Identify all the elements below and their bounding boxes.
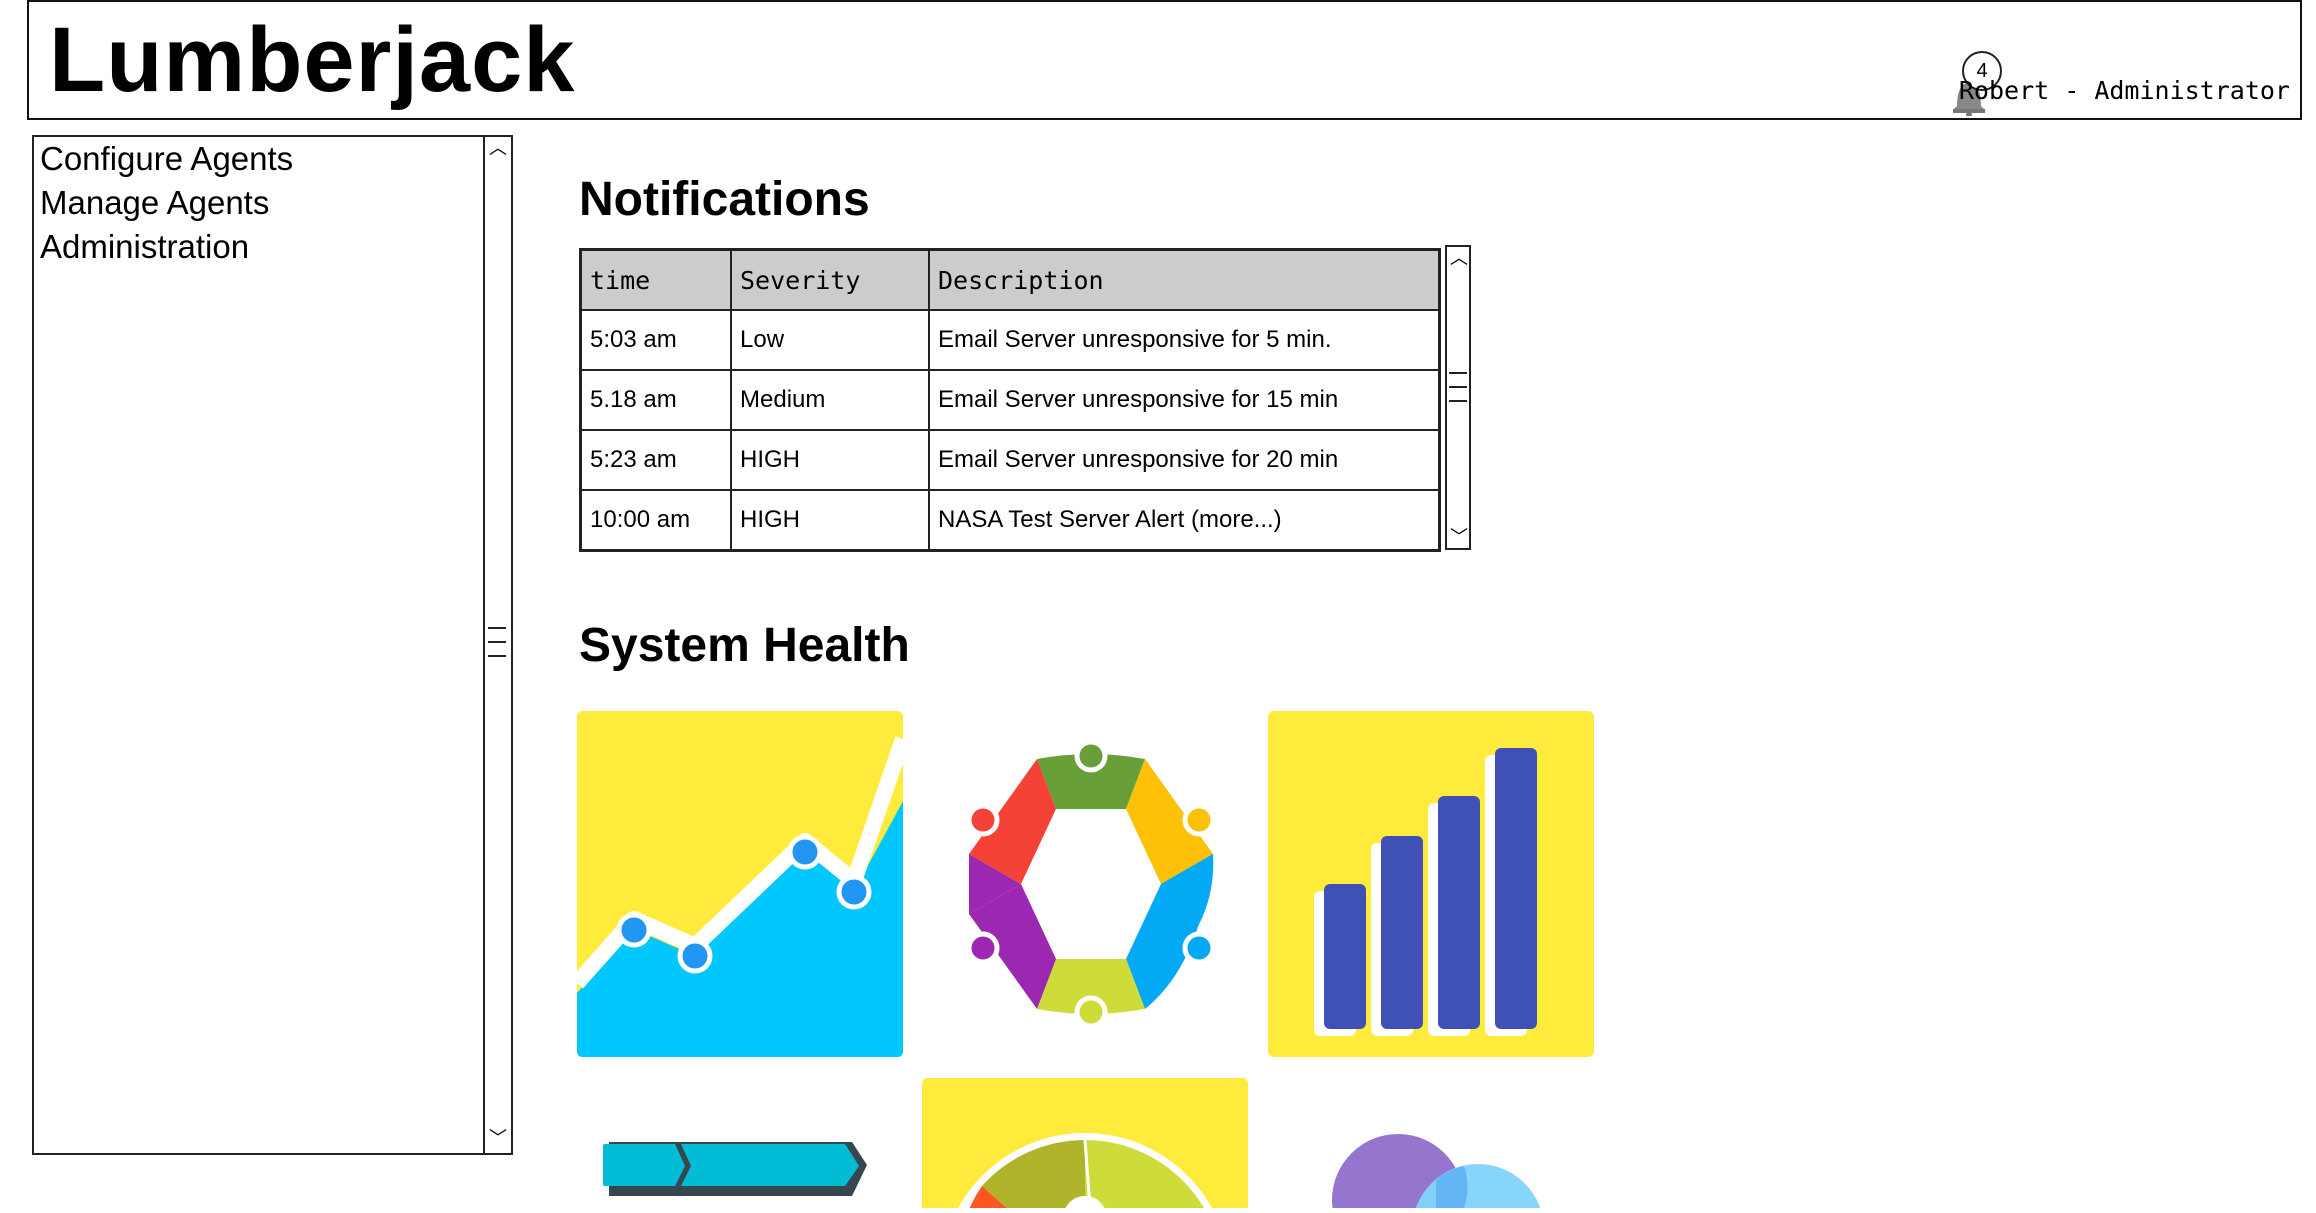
notifications-heading: Notifications	[579, 173, 870, 226]
table-row[interactable]: 5.18 am Medium Email Server unresponsive…	[579, 369, 1441, 431]
cell-time: 10:00 am	[579, 489, 732, 552]
notifications-table-container: time Severity Description 5:03 am Low Em…	[579, 245, 1471, 552]
table-row[interactable]: 5:03 am Low Email Server unresponsive fo…	[579, 309, 1441, 371]
bar-chart-icon	[1268, 711, 1594, 1057]
notifications-table: time Severity Description 5:03 am Low Em…	[579, 248, 1441, 552]
health-tile-progress-banner[interactable]	[577, 1120, 903, 1208]
table-scrollbar[interactable]: ︿ ﹀	[1445, 245, 1471, 550]
area-line-chart-icon	[571, 711, 911, 1057]
scroll-up-arrow-icon[interactable]: ︿	[489, 138, 507, 158]
cell-description: Email Server unresponsive for 20 min	[928, 429, 1441, 491]
sidebar-item-manage-agents[interactable]: Manage Agents	[40, 184, 270, 221]
scroll-thumb[interactable]	[488, 627, 506, 669]
cell-description[interactable]: NASA Test Server Alert (more...)	[928, 489, 1441, 552]
table-header-row: time Severity Description	[579, 248, 1441, 311]
health-tile-venn[interactable]	[1268, 1120, 1594, 1213]
sidebar-item-administration[interactable]: Administration	[40, 228, 250, 265]
cell-severity: Low	[730, 309, 930, 371]
column-header-time[interactable]: time	[579, 248, 732, 311]
cell-time: 5:23 am	[579, 429, 732, 491]
venn-diagram-icon	[1332, 1134, 1542, 1213]
notifications-bell-button[interactable]: 4	[1945, 46, 2002, 116]
cell-description: Email Server unresponsive for 5 min.	[928, 309, 1441, 371]
table-scroll-up-arrow-icon[interactable]: ︿	[1450, 248, 1468, 268]
gauge-chart-icon	[922, 1078, 1248, 1213]
cell-severity: HIGH	[730, 489, 930, 552]
app-header: Lumberjack 4 Robert - Administrator	[27, 0, 2302, 120]
health-tile-gauge[interactable]	[922, 1078, 1248, 1213]
column-header-description[interactable]: Description	[928, 248, 1441, 311]
table-row[interactable]: 10:00 am HIGH NASA Test Server Alert (mo…	[579, 489, 1441, 552]
health-tile-bar-chart[interactable]	[1268, 711, 1594, 1057]
cell-time: 5:03 am	[579, 309, 732, 371]
arrow-banner-icon	[603, 1142, 867, 1196]
cell-severity: Medium	[730, 369, 930, 431]
hexagon-cycle-icon	[966, 739, 1216, 1029]
sidebar-scrollbar[interactable]: ︿ ﹀	[483, 137, 511, 1153]
table-scroll-thumb[interactable]	[1449, 372, 1467, 414]
sidebar-nav: Configure Agents Manage Agents Administr…	[32, 135, 513, 1155]
health-tile-area-chart[interactable]	[571, 711, 911, 1057]
table-scroll-down-arrow-icon[interactable]: ﹀	[1450, 527, 1468, 547]
cell-description: Email Server unresponsive for 15 min	[928, 369, 1441, 431]
app-title: Lumberjack	[49, 9, 576, 111]
cell-severity: HIGH	[730, 429, 930, 491]
sidebar-item-configure-agents[interactable]: Configure Agents	[40, 140, 294, 177]
system-health-heading: System Health	[579, 619, 910, 672]
column-header-severity[interactable]: Severity	[730, 248, 930, 311]
notification-count-badge: 4	[1962, 51, 2002, 91]
table-row[interactable]: 5:23 am HIGH Email Server unresponsive f…	[579, 429, 1441, 491]
cell-time: 5.18 am	[579, 369, 732, 431]
scroll-down-arrow-icon[interactable]: ﹀	[489, 1128, 507, 1148]
health-tile-cycle[interactable]	[951, 738, 1231, 1030]
user-menu[interactable]: Robert - Administrator	[1958, 76, 2290, 105]
